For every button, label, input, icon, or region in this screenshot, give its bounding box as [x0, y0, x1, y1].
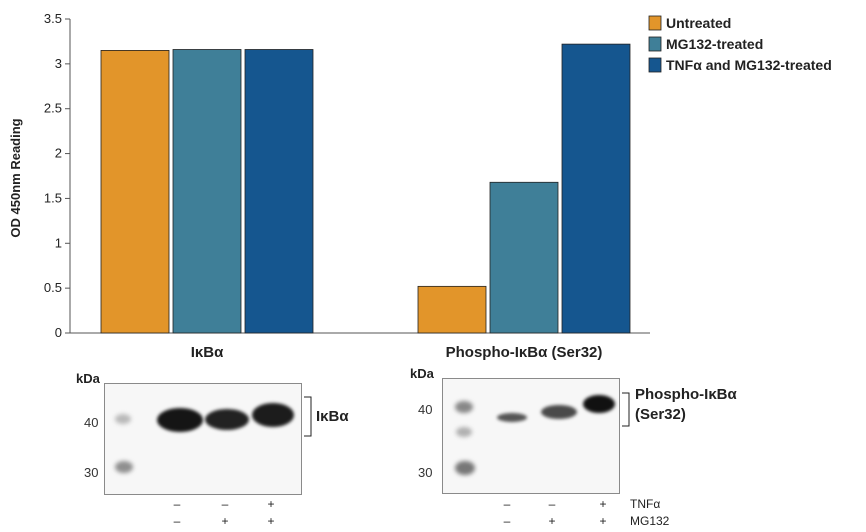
y-tick-label: 2 — [55, 146, 62, 161]
left-bracket — [302, 396, 314, 438]
phospho-ikba-band — [541, 405, 577, 419]
right-tnf-sign: + — [597, 497, 609, 511]
right-mg132-sign: + — [597, 514, 609, 528]
left-kda-label: kDa — [76, 371, 100, 386]
right-marker-40: 40 — [418, 402, 432, 417]
right-tnf-sign: – — [501, 497, 513, 511]
ladder-band — [455, 401, 473, 413]
y-axis-ticks: 0 0.5 1 1.5 2 2.5 3 3.5 — [44, 11, 70, 340]
y-tick-label: 2.5 — [44, 101, 62, 116]
ikba-band — [205, 409, 249, 430]
mg132-row-label: MG132 — [630, 514, 669, 528]
y-tick-label: 1.5 — [44, 190, 62, 205]
left-marker-30: 30 — [84, 465, 98, 480]
right-mg132-sign: – — [501, 514, 513, 528]
left-mg132-sign: + — [265, 514, 277, 528]
y-tick-label: 3.5 — [44, 11, 62, 26]
left-tnf-sign: + — [265, 497, 277, 511]
right-western-blot-image — [442, 378, 620, 494]
right-bracket — [620, 392, 632, 428]
bar-ikba-series-2 — [245, 50, 313, 333]
x-category-label: IκBα — [191, 344, 224, 360]
left-mg132-sign: + — [219, 514, 231, 528]
left-tnf-sign: – — [219, 497, 231, 511]
legend-swatch — [649, 58, 661, 72]
ladder-band — [456, 427, 472, 437]
left-protein-label: IκBα — [316, 408, 349, 425]
bar-phospho-ikba-series-0 — [418, 286, 486, 333]
tnf-row-label: TNFα — [630, 497, 660, 511]
y-tick-label: 0.5 — [44, 280, 62, 295]
ladder-band — [115, 461, 133, 473]
right-protein-label-line2: (Ser32) — [635, 406, 686, 423]
x-category-label: Phospho-IκBα (Ser32) — [446, 344, 603, 360]
y-tick-label: 1 — [55, 235, 62, 250]
left-western-blot-image — [104, 383, 302, 495]
legend-label: Untreated — [666, 15, 731, 31]
bar-ikba-series-0 — [101, 50, 169, 333]
bar-phospho-ikba-series-2 — [562, 44, 630, 333]
right-kda-label: kDa — [410, 366, 434, 381]
phospho-ikba-band — [583, 395, 615, 413]
ladder-band — [115, 414, 131, 424]
bar-phospho-ikba-series-1 — [490, 182, 558, 333]
legend-label: TNFα and MG132-treated — [666, 57, 832, 73]
legend-label: MG132-treated — [666, 36, 763, 52]
y-tick-label: 3 — [55, 56, 62, 71]
right-mg132-sign: + — [546, 514, 558, 528]
left-mg132-sign: – — [171, 514, 183, 528]
right-marker-30: 30 — [418, 465, 432, 480]
left-marker-40: 40 — [84, 415, 98, 430]
legend-swatch — [649, 37, 661, 51]
ikba-band — [157, 408, 203, 432]
y-axis-label: OD 450nm Reading — [8, 118, 23, 237]
right-tnf-sign: – — [546, 497, 558, 511]
left-tnf-sign: – — [171, 497, 183, 511]
legend-swatch — [649, 16, 661, 30]
phospho-ikba-band — [497, 413, 527, 422]
ladder-band — [455, 461, 475, 475]
bar-chart: 0 0.5 1 1.5 2 2.5 3 3.5 IκBα Phospho-IκBα (Ser32… — [0, 0, 866, 360]
bar-ikba-series-1 — [173, 50, 241, 333]
legend: Untreated MG132-treated TNFα and MG132-tre… — [649, 15, 832, 73]
ikba-band — [252, 403, 294, 427]
x-axis-category-labels: IκBα Phospho-IκBα (Ser32) — [191, 344, 603, 360]
bars — [101, 44, 630, 333]
y-tick-label: 0 — [55, 325, 62, 340]
right-protein-label-line1: Phospho-IκBα — [635, 386, 737, 403]
